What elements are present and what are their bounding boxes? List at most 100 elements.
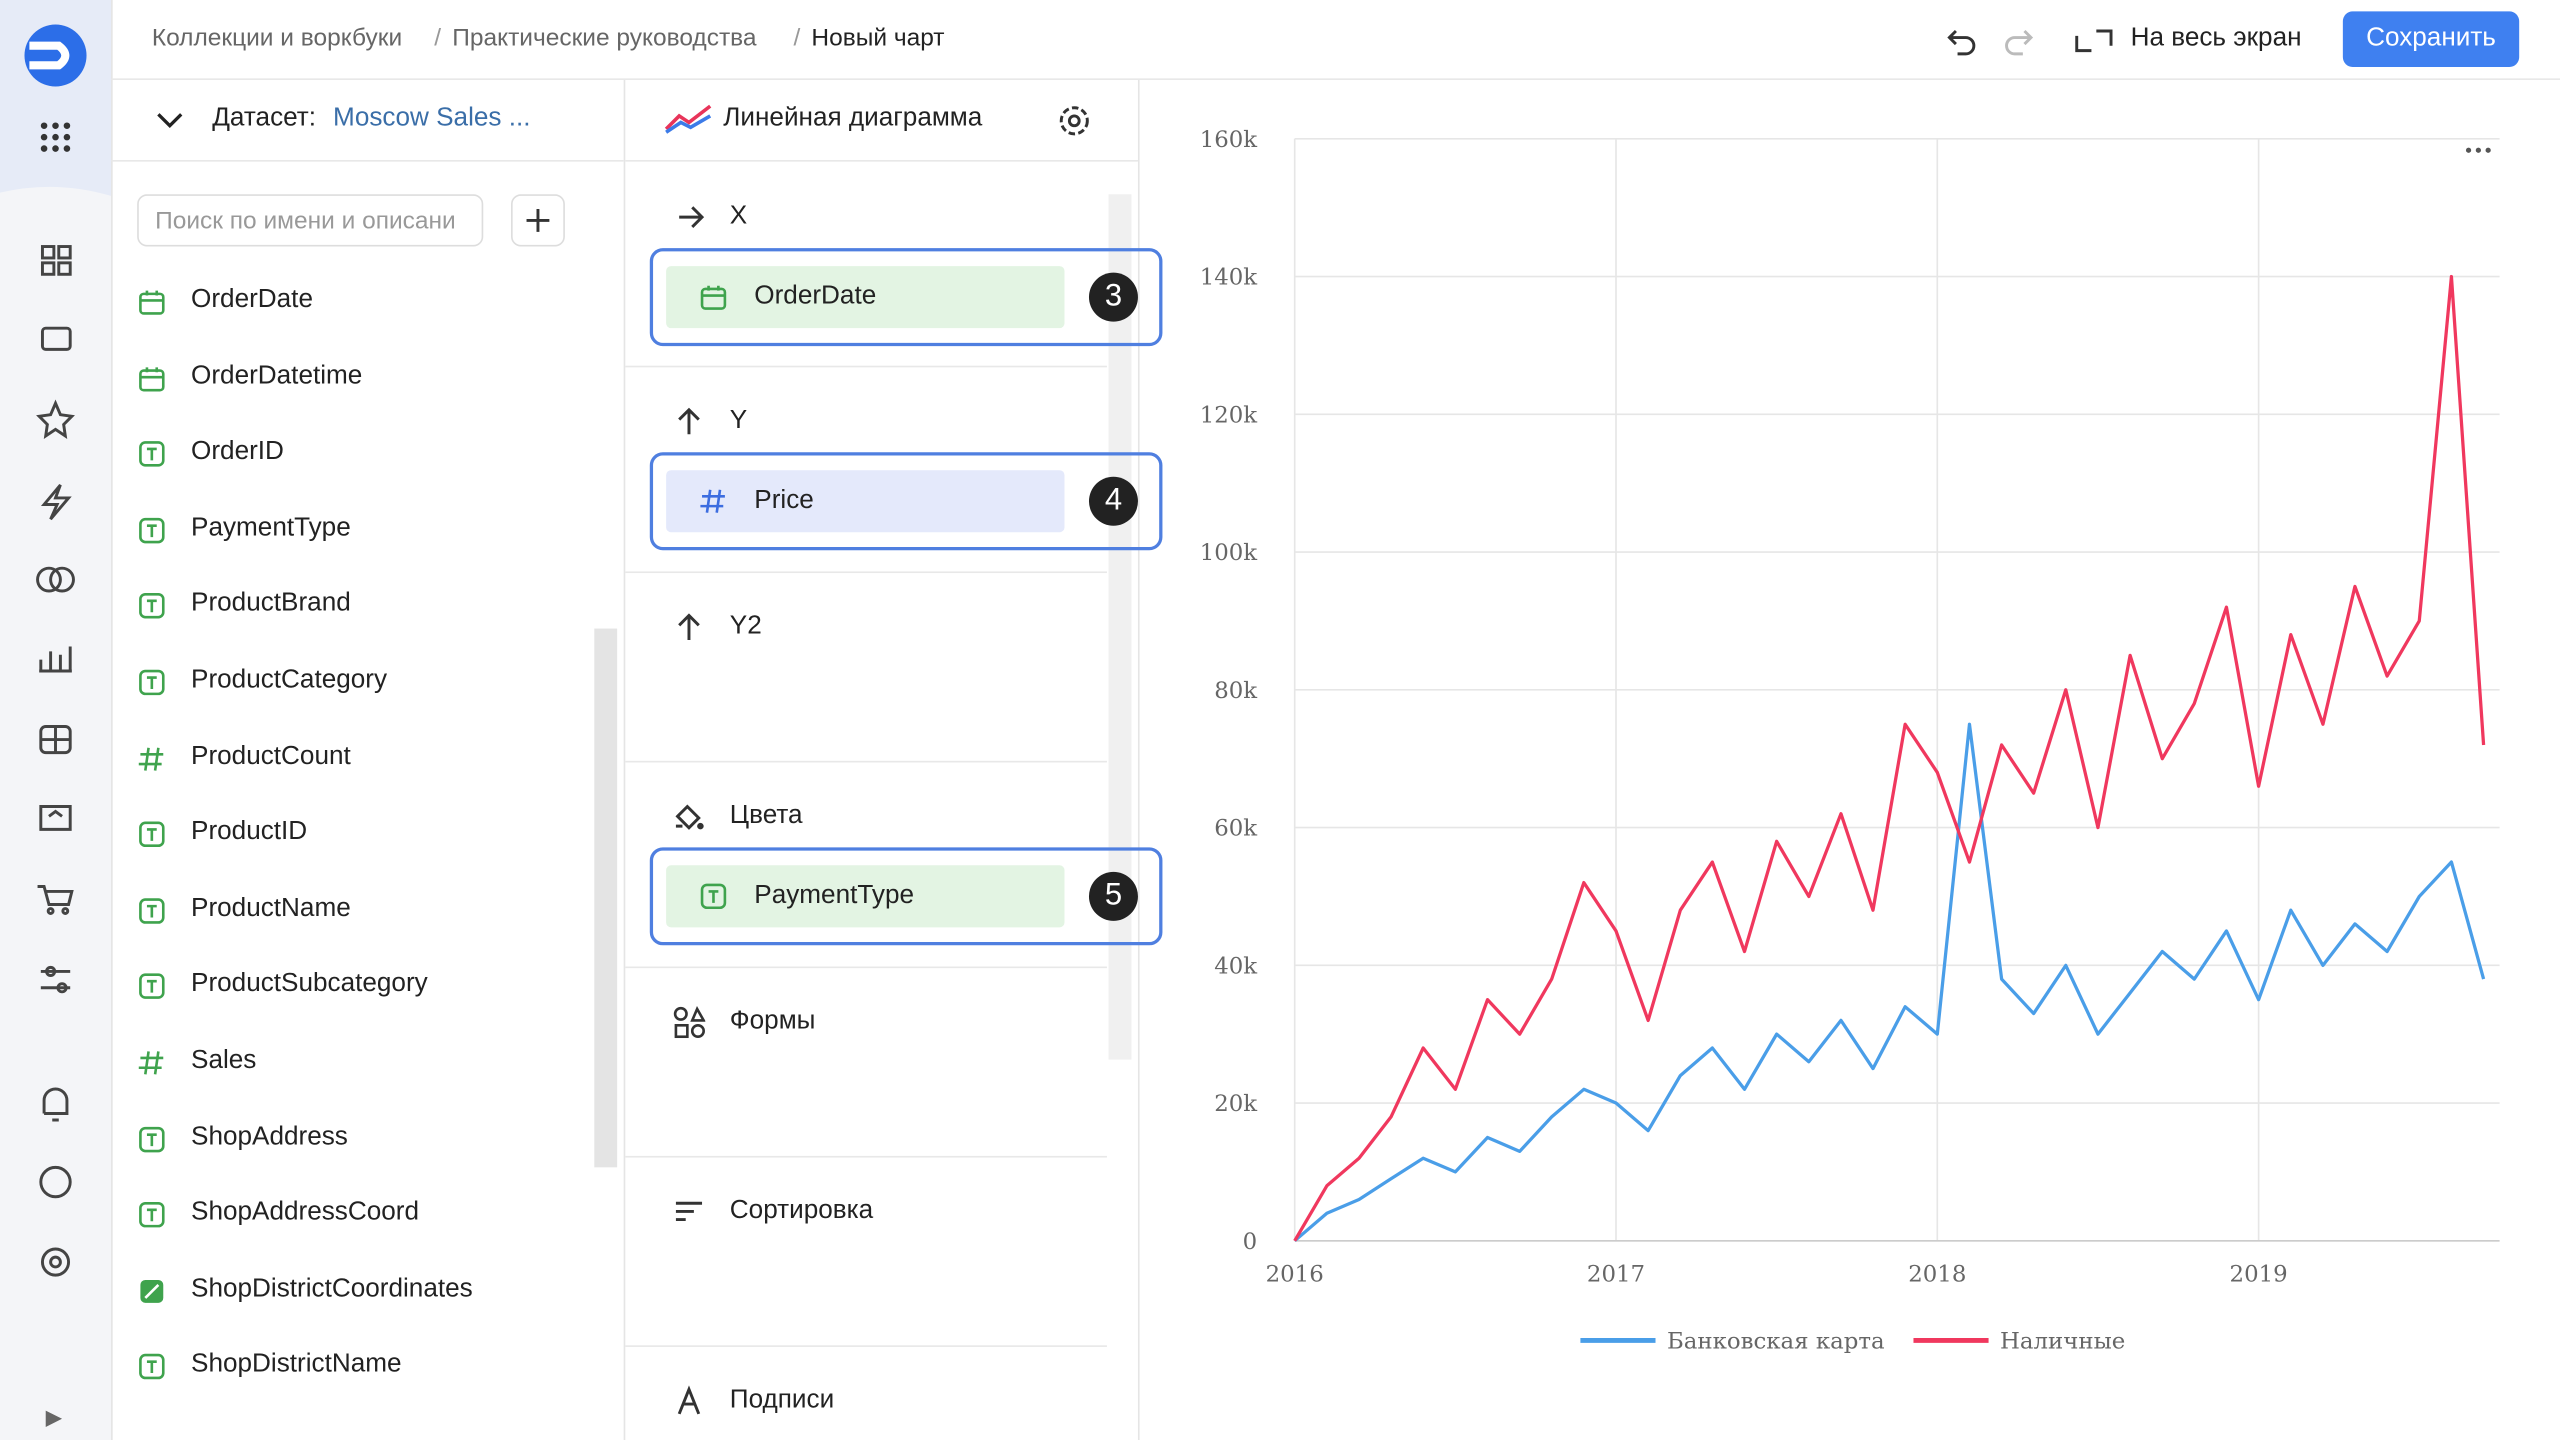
breadcrumb-sep: /	[434, 24, 442, 53]
section-divider	[625, 1155, 1107, 1158]
scrollbar[interactable]	[594, 628, 618, 1168]
field-item[interactable]: Sales	[191, 1046, 257, 1075]
wizard-panel: Линейная диаграмма	[625, 80, 1140, 1440]
field-type-icon	[139, 593, 165, 620]
field-chip[interactable]: PaymentType	[666, 865, 1065, 928]
field-item[interactable]: ShopDistrictCoordinates	[191, 1274, 473, 1303]
section-title: X	[729, 202, 748, 231]
breadcrumb[interactable]: Коллекции и воркбуки	[151, 24, 403, 53]
y-tick-label: 80k	[1214, 678, 1257, 704]
field-chip[interactable]: Price	[666, 470, 1065, 533]
field-item[interactable]: ShopAddressCoord	[191, 1198, 420, 1227]
field-type-icon	[138, 746, 164, 771]
field-type-icon	[138, 1051, 164, 1075]
chart-menu[interactable]	[2465, 147, 2491, 153]
field-item[interactable]: ProductCategory	[191, 666, 388, 694]
undo[interactable]	[1947, 29, 1976, 56]
field-type-icon	[700, 883, 727, 910]
field-type-icon	[139, 974, 165, 1000]
y-tick-label: 120k	[1200, 402, 1258, 428]
header: Коллекции и воркбуки / Практические руко…	[111, 0, 2560, 80]
section-title: Сортировка	[729, 1196, 874, 1225]
field-search[interactable]: Поиск по имени и описани	[137, 194, 484, 247]
x-tick-label: 2019	[2230, 1262, 2288, 1288]
field-item[interactable]: ProductSubcategory	[191, 970, 428, 999]
field-item[interactable]: ShopAddress	[191, 1122, 348, 1151]
field-type-icon	[139, 897, 165, 924]
section-divider	[625, 1345, 1107, 1347]
dataset-label: Датасет:	[212, 104, 317, 133]
step-badge: 4	[1088, 476, 1138, 526]
legend-label: Наличные	[2000, 1329, 2125, 1355]
field-type-icon	[139, 669, 165, 696]
step-badge: 3	[1088, 272, 1138, 322]
legend-label: Банковская карта	[1667, 1329, 1885, 1355]
field-type-icon	[140, 1279, 164, 1303]
field-type-icon	[139, 441, 165, 467]
y-tick-label: 60k	[1214, 816, 1257, 842]
x-tick-label: 2018	[1908, 1262, 1966, 1288]
field-item[interactable]: OrderDate	[191, 285, 313, 314]
field-item[interactable]: ShopDistrictName	[191, 1350, 402, 1379]
y-tick-label: 140k	[1200, 265, 1258, 291]
x-tick-label: 2016	[1266, 1262, 1324, 1288]
field-type-icon	[139, 366, 165, 391]
divider	[625, 160, 1138, 162]
section-title: Y2	[729, 612, 762, 640]
section-icon	[678, 613, 700, 640]
dataset-panel: Датасет: Moscow Sales ...	[111, 80, 626, 1440]
save-button[interactable]: Сохранить	[2342, 11, 2520, 67]
field-type-icon	[139, 290, 165, 315]
field-item[interactable]: ProductCount	[191, 742, 351, 770]
x-tick-label: 2017	[1587, 1262, 1645, 1288]
dataset-name[interactable]: Moscow Sales ...	[333, 104, 531, 133]
series-line	[1293, 722, 2486, 1243]
highlight-frame	[649, 847, 1163, 946]
toolbar-icons	[1947, 29, 2113, 56]
field-item[interactable]: PaymentType	[191, 513, 351, 542]
add-field[interactable]	[511, 194, 565, 247]
fullscreen-icon[interactable]	[2075, 29, 2113, 53]
apps-icon[interactable]	[40, 122, 71, 152]
field-type-icon	[700, 285, 727, 310]
y-tick-label: 100k	[1200, 540, 1258, 566]
scrollbar[interactable]	[1108, 194, 1132, 1060]
y-tick-label: 40k	[1214, 953, 1257, 979]
field-type-icon	[139, 517, 165, 544]
section-title: Формы	[729, 1007, 816, 1036]
field-item[interactable]: ProductBrand	[191, 590, 351, 618]
section-divider	[625, 760, 1107, 763]
field-chip[interactable]: OrderDate	[666, 266, 1065, 329]
logo-mark	[29, 41, 70, 70]
y-tick-label: 0	[1243, 1229, 1258, 1255]
fullscreen-button[interactable]: На весь экран	[2130, 24, 2302, 53]
redo[interactable]	[2005, 29, 2034, 56]
breadcrumb[interactable]: Практические руководства	[452, 24, 757, 53]
field-item[interactable]: OrderID	[191, 437, 284, 466]
breadcrumb-sep: /	[793, 24, 801, 53]
field-item[interactable]: ProductName	[191, 894, 351, 923]
viz-icon	[664, 104, 712, 134]
section-divider	[625, 365, 1107, 368]
logo[interactable]	[24, 24, 87, 87]
section-icon	[679, 206, 705, 228]
section-divider	[625, 966, 1107, 969]
field-type-icon	[139, 1126, 165, 1152]
highlight-frame	[649, 248, 1163, 347]
section-divider	[625, 571, 1107, 574]
field-type-icon	[139, 1354, 165, 1380]
section-title: Y	[729, 406, 748, 435]
section-icon	[673, 1006, 706, 1039]
collapse-icon[interactable]	[153, 106, 186, 132]
nav-menu[interactable]	[36, 245, 75, 1277]
field-item[interactable]: OrderDatetime	[191, 361, 363, 390]
section-icon	[678, 407, 700, 435]
field-type-icon	[139, 1202, 165, 1228]
visualization-type[interactable]: Линейная диаграмма	[723, 104, 983, 133]
settings-icon[interactable]	[1055, 101, 1094, 140]
expand[interactable]	[45, 1410, 63, 1427]
breadcrumb-current: Новый чарт	[811, 24, 945, 53]
section-icon	[677, 1385, 701, 1415]
field-item[interactable]: ProductID	[191, 818, 308, 847]
